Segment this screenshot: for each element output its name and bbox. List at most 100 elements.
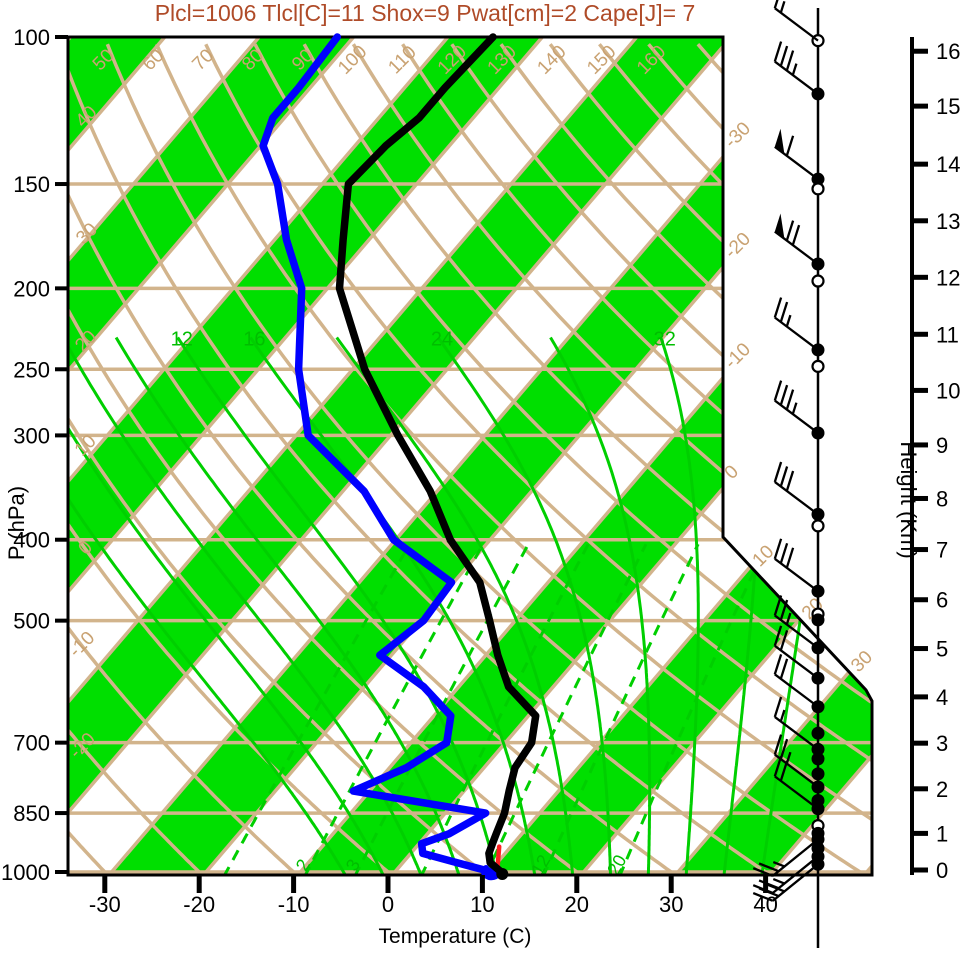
wind-level-dot-open <box>811 519 825 533</box>
wind-barb <box>773 654 825 714</box>
wind-level-dot-open <box>811 274 825 288</box>
temperature-tick-label: 20 <box>565 892 589 917</box>
temperature-tick-label: 0 <box>382 892 394 917</box>
wind-barb <box>773 625 825 685</box>
green-band <box>68 37 360 875</box>
wind-level-dot-filled <box>811 752 825 766</box>
wind-barb-half <box>791 402 798 415</box>
wind-barb-full <box>779 760 789 782</box>
wind-barb-full <box>773 297 783 318</box>
wind-barb <box>773 696 825 756</box>
chart-title: Plcl=1006 Tlcl[C]=11 Shox=9 Pwat[cm]=2 C… <box>155 0 696 26</box>
wind-barb-full <box>773 756 783 777</box>
wind-barb-full <box>779 542 789 564</box>
wind-barb-shaft <box>772 838 819 877</box>
wind-level-dot-filled <box>811 767 825 781</box>
wind-barb-shaft <box>774 673 819 708</box>
moist-adiabat-label: 12 <box>171 328 193 350</box>
mixing-ratio-line <box>222 543 411 875</box>
height-tick-label: 13 <box>936 209 960 234</box>
pressure-tick-label: 250 <box>13 357 50 382</box>
wind-level-dot-filled <box>811 613 825 627</box>
pressure-tick-label: 200 <box>13 276 50 301</box>
height-tick-label: 6 <box>936 588 948 613</box>
wind-barb-full <box>785 50 795 71</box>
pressure-tick-label: 500 <box>13 609 50 634</box>
wind-level-dot-open <box>811 182 825 196</box>
height-tick-label: 16 <box>936 39 960 64</box>
height-tick-label: 3 <box>936 731 948 756</box>
moist-adiabat-line <box>114 336 461 875</box>
wind-barb-shaft <box>774 775 819 810</box>
height-tick-label: 9 <box>936 433 948 458</box>
height-tick-label: 1 <box>936 821 948 846</box>
dry-adiabat-line <box>68 43 219 875</box>
height-tick-label: 10 <box>936 378 960 403</box>
wind-barb <box>773 41 825 101</box>
height-axis-title: Height (Km) <box>896 441 921 558</box>
wind-barb <box>811 182 825 196</box>
moist-adiabat-label: 32 <box>654 328 676 350</box>
dry-adiabat-line <box>68 43 698 875</box>
wind-barb-shaft <box>774 557 819 593</box>
wind-barb <box>811 752 825 766</box>
mixing-ratio-line <box>483 543 648 875</box>
wind-barb-full <box>758 887 780 898</box>
isotherm-line <box>68 37 645 875</box>
wind-barb-shaft <box>774 230 819 265</box>
wind-barb <box>811 726 825 740</box>
temperature-tick-label: 10 <box>470 892 494 917</box>
isotherm-line <box>68 37 361 875</box>
temperature-profile-line <box>335 33 540 876</box>
pressure-axis-title: P (hPa) <box>4 486 29 560</box>
wind-barb-full <box>773 625 783 647</box>
temperature-axis-title: Temperature (C) <box>379 925 532 948</box>
dry-adiabat-line <box>204 43 872 875</box>
mixing-ratio-line <box>618 543 768 875</box>
isotherm-line <box>68 37 739 875</box>
pressure-tick-label: 850 <box>13 801 50 826</box>
pressure-tick-label: 1000 <box>1 860 50 885</box>
wind-barb <box>752 857 825 902</box>
wind-barb-shaft <box>774 716 819 751</box>
wind-barb <box>773 756 825 816</box>
height-tick-label: 12 <box>936 265 960 290</box>
wind-barb-shaft <box>774 316 819 351</box>
green-band <box>482 37 872 875</box>
wind-barb-half <box>791 63 798 76</box>
wind-barb-shaft <box>772 855 819 894</box>
dry-adiabat-line <box>302 43 872 875</box>
pressure-tick-label: 400 <box>13 528 50 553</box>
wind-barb <box>773 734 825 794</box>
moist-adiabat-line <box>436 336 613 875</box>
moist-adiabat-line <box>335 336 575 875</box>
wind-barb-pennant <box>774 213 785 239</box>
mixing-ratio-line <box>541 543 700 875</box>
mixing-ratio-line <box>303 543 485 875</box>
wind-barb-full <box>773 734 783 755</box>
wind-barb-half <box>772 860 785 868</box>
wind-barb-full <box>779 301 789 323</box>
surface-temperature-dot <box>496 868 509 880</box>
pressure-tick-label: 100 <box>13 25 50 50</box>
wind-barb-full <box>779 45 789 67</box>
wind-barb-full <box>773 696 783 718</box>
wind-level-dot-open <box>811 359 825 373</box>
wind-barb-full <box>752 867 774 877</box>
wind-barb-full <box>779 599 789 621</box>
wind-barb-half <box>779 0 786 14</box>
wind-barb-full <box>779 466 789 487</box>
wind-barb-shaft <box>772 863 819 902</box>
wind-barb-full <box>785 547 795 569</box>
pressure-tick-label: 300 <box>13 423 50 448</box>
wind-barb-half <box>772 878 785 885</box>
wind-barb <box>811 767 825 781</box>
wind-barb <box>774 128 825 186</box>
plot-frame <box>66 35 874 877</box>
wind-barb <box>773 595 825 655</box>
wind-barb-full <box>785 220 795 241</box>
dewpoint-profile-line <box>259 33 496 876</box>
wind-barb-half <box>785 612 792 625</box>
